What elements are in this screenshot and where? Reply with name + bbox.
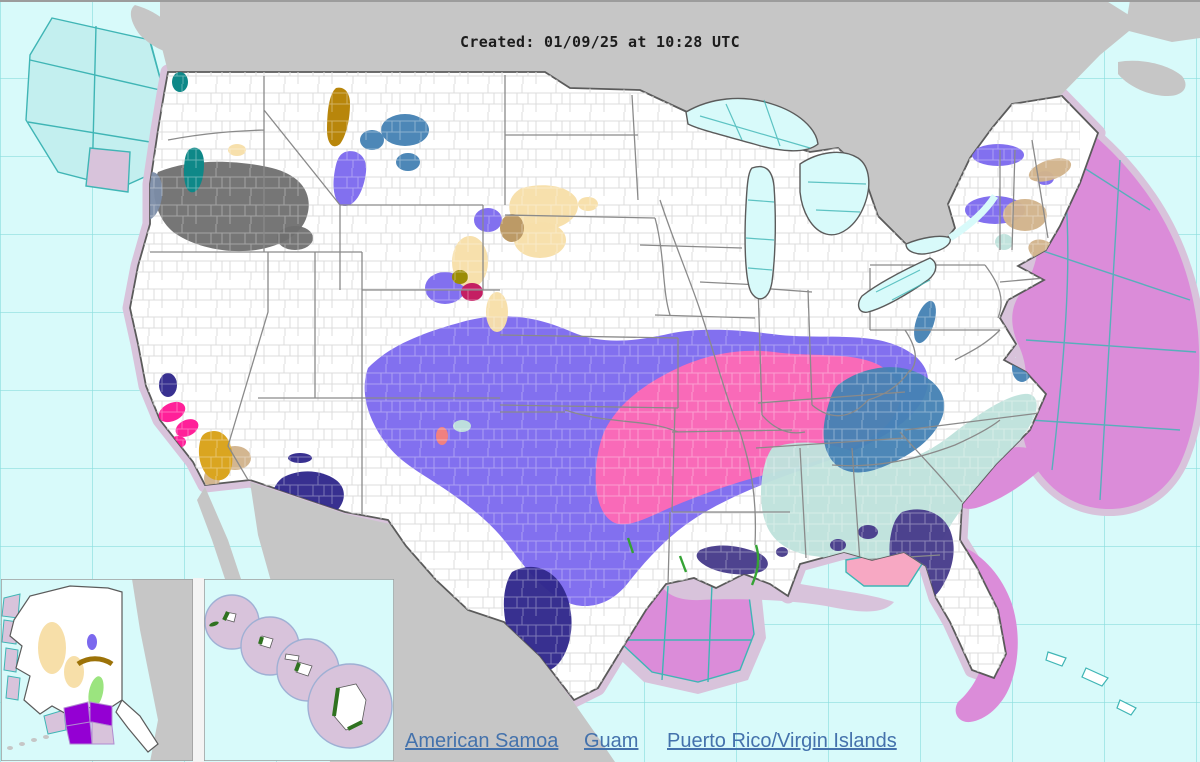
canada-nova-scotia (1118, 60, 1186, 96)
alaska-inset[interactable] (1, 579, 194, 762)
lake-superior (685, 97, 819, 152)
alaska-alerts (38, 622, 114, 708)
alaska-inset-canada (132, 579, 193, 761)
lake-ontario (905, 235, 951, 255)
hawaii-inset[interactable] (204, 579, 394, 761)
alaska-panhandle (115, 699, 159, 753)
st-lawrence-river (948, 194, 998, 241)
state-borders (150, 75, 1049, 586)
link-puerto-rico-virgin-islands[interactable]: Puerto Rico/Virgin Islands (667, 730, 897, 752)
marine-zones-pacific-nw[interactable] (25, 17, 167, 193)
canada-newfoundland (1125, 0, 1200, 42)
canada-land (160, 0, 1140, 250)
created-timestamp: Created: 01/09/25 at 10:28 UTC (460, 33, 740, 51)
hawaii-high-surf-warning (222, 611, 363, 731)
lake-marine-zone-lines (699, 99, 931, 301)
territory-links: American Samoa Guam Puerto Rico/Virgin I… (0, 730, 1200, 756)
link-guam[interactable]: Guam (584, 730, 639, 752)
hawaii-marine-zones (204, 594, 393, 749)
alaska-gulf-storm-warning-zones (63, 701, 115, 745)
vancouver-island (130, 5, 185, 54)
flood-warning-river-segments[interactable] (626, 537, 760, 586)
alaska-land (9, 585, 123, 717)
aleutian-islands (7, 735, 49, 750)
inset-gap (193, 578, 204, 762)
lake-huron (799, 151, 870, 236)
lake-michigan (744, 165, 777, 300)
link-american-samoa[interactable]: American Samoa (405, 730, 559, 752)
bahamas-islands (1045, 651, 1137, 716)
